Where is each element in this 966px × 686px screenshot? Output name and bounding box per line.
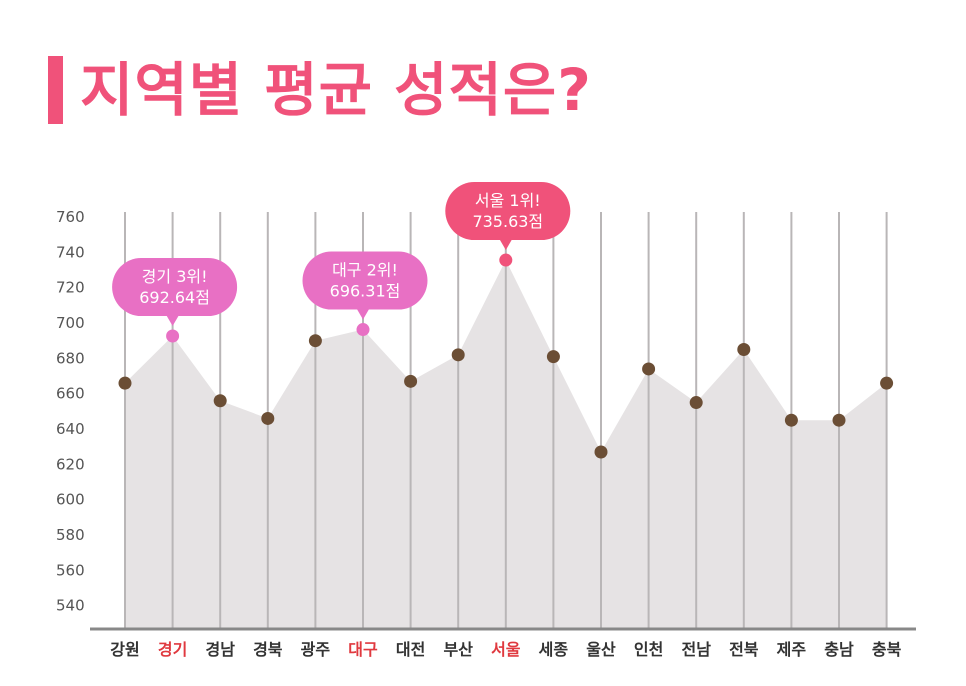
callout-line1: 경기 3위! [142, 267, 208, 286]
callout-line1: 서울 1위! [475, 191, 541, 210]
y-tick-label: 540 [56, 597, 85, 615]
data-point-부산 [451, 348, 465, 362]
x-tick-label: 대전 [396, 640, 425, 659]
title-accent-bar [48, 56, 63, 124]
data-point-충남 [832, 413, 846, 427]
data-point-경북 [261, 411, 275, 425]
data-point-인천 [642, 362, 656, 376]
callout-경기: 경기 3위! 692.64점 [112, 258, 238, 327]
x-tick-label: 강원 [110, 640, 139, 659]
y-tick-label: 740 [56, 243, 85, 261]
data-point-제주 [784, 413, 798, 427]
data-point-경남 [213, 394, 227, 408]
x-tick-label: 제주 [777, 640, 807, 659]
callout-pointer [498, 238, 513, 251]
data-point-전북 [737, 343, 751, 357]
callout-pointer [165, 314, 180, 327]
x-tick-label: 충북 [872, 640, 902, 659]
callout-bubble [112, 258, 238, 317]
y-tick-label: 760 [56, 208, 85, 226]
x-tick-label: 경기 [158, 640, 187, 659]
y-tick-label: 700 [56, 314, 85, 332]
y-tick-label: 580 [56, 526, 85, 544]
callout-대구: 대구 2위! 696.31점 [302, 251, 428, 320]
x-tick-label: 충남 [824, 640, 854, 659]
data-point-서울 [499, 253, 513, 267]
callout-line2: 692.64점 [139, 288, 210, 307]
callout-pointer [356, 307, 370, 320]
x-tick-label: 울산 [586, 640, 616, 659]
data-point-충북 [880, 376, 894, 390]
y-tick-label: 680 [56, 349, 85, 367]
x-tick-label: 부산 [443, 640, 473, 659]
callout-서울: 서울 1위! 735.63점 [445, 182, 571, 251]
callout-bubble [302, 251, 428, 310]
x-tick-label: 전남 [681, 640, 711, 659]
y-tick-label: 640 [56, 420, 85, 438]
y-tick-label: 600 [56, 491, 85, 509]
y-tick-label: 660 [56, 385, 85, 403]
page-title: 지역별 평균 성적은? [80, 56, 592, 124]
callout-line2: 696.31점 [330, 282, 401, 301]
x-tick-label: 인천 [634, 640, 663, 659]
x-tick-label: 세종 [539, 640, 569, 659]
y-tick-label: 560 [56, 561, 85, 579]
x-tick-label: 서울 [491, 640, 521, 659]
x-tick-label: 경남 [205, 640, 235, 659]
x-tick-label: 전북 [729, 640, 759, 659]
x-tick-label: 광주 [301, 640, 331, 659]
callout-bubble [445, 182, 571, 241]
data-point-대전 [404, 374, 418, 388]
data-point-강원 [118, 376, 132, 390]
y-tick-label: 720 [56, 279, 85, 297]
data-point-경기 [166, 329, 180, 343]
callout-line2: 735.63점 [472, 212, 543, 231]
data-point-세종 [546, 350, 560, 364]
data-point-광주 [308, 334, 322, 348]
x-tick-label: 경북 [253, 640, 283, 659]
data-point-대구 [356, 323, 370, 337]
callout-line1: 대구 2위! [332, 261, 398, 280]
data-point-전남 [689, 396, 703, 410]
y-tick-label: 620 [56, 455, 85, 473]
data-point-울산 [594, 445, 608, 459]
x-tick-label: 대구 [348, 640, 378, 659]
